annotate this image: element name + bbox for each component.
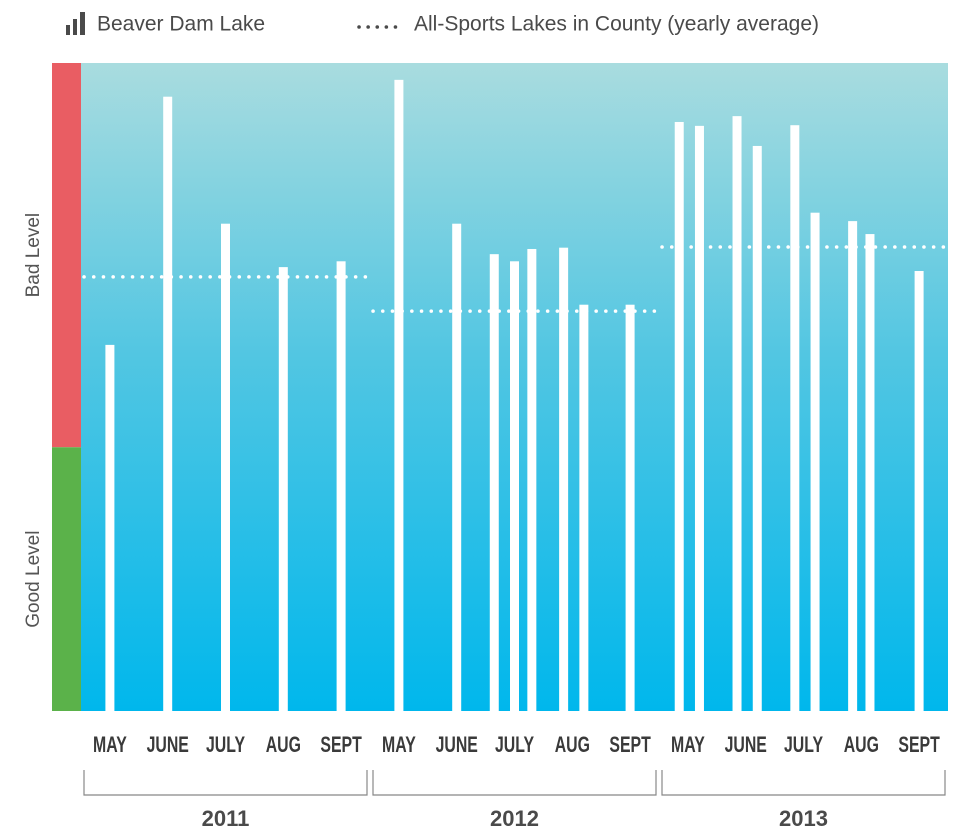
month-label: JUNE <box>725 732 767 757</box>
bar <box>221 223 230 712</box>
month-label: SEPT <box>320 732 362 757</box>
bar <box>674 121 684 711</box>
level-zone <box>52 63 81 448</box>
bar <box>278 267 288 711</box>
year-label: 2012 <box>490 806 539 831</box>
bar <box>865 234 875 711</box>
month-label: JULY <box>206 732 245 757</box>
year-label: 2011 <box>202 806 250 831</box>
bar <box>579 304 589 711</box>
month-label: SEPT <box>898 732 940 757</box>
bar <box>752 145 762 712</box>
level-zone <box>52 447 81 711</box>
year-bracket <box>372 770 657 796</box>
legend-icon <box>73 19 77 35</box>
month-label: JUNE <box>436 732 478 757</box>
month-label: MAY <box>382 732 416 757</box>
bar <box>694 125 704 711</box>
bar <box>527 248 537 711</box>
bar <box>394 79 404 711</box>
bar <box>452 223 462 712</box>
bar <box>336 261 346 711</box>
legend-icon <box>80 12 85 35</box>
legend-label: All-Sports Lakes in County (yearly avera… <box>414 13 819 36</box>
month-label: JULY <box>784 732 823 757</box>
year-label: 2013 <box>779 806 828 831</box>
month-label: AUG <box>555 732 590 757</box>
zone-label: Good Level <box>23 531 44 628</box>
bar <box>163 96 173 712</box>
month-label: AUG <box>266 732 301 757</box>
month-label: MAY <box>671 732 705 757</box>
bar <box>810 212 820 712</box>
legend-label: Beaver Dam Lake <box>97 13 265 36</box>
month-label: AUG <box>844 732 879 757</box>
zone-label: Bad Level <box>23 213 44 298</box>
bar <box>914 271 924 711</box>
bar <box>848 221 858 711</box>
month-label: SEPT <box>609 732 651 757</box>
bar <box>559 247 569 711</box>
legend-icon <box>66 25 70 35</box>
month-label: MAY <box>93 732 127 757</box>
month-label: JUNE <box>147 732 189 757</box>
month-label: JULY <box>495 732 534 757</box>
legend: Beaver Dam Lake All-Sports Lakes in Coun… <box>66 12 819 36</box>
bar <box>625 304 635 711</box>
bar <box>489 254 499 711</box>
bar <box>732 116 742 712</box>
bar <box>790 125 800 711</box>
year-bracket <box>661 770 946 796</box>
bar <box>105 344 115 711</box>
bar <box>510 261 519 711</box>
year-bracket <box>83 770 368 796</box>
